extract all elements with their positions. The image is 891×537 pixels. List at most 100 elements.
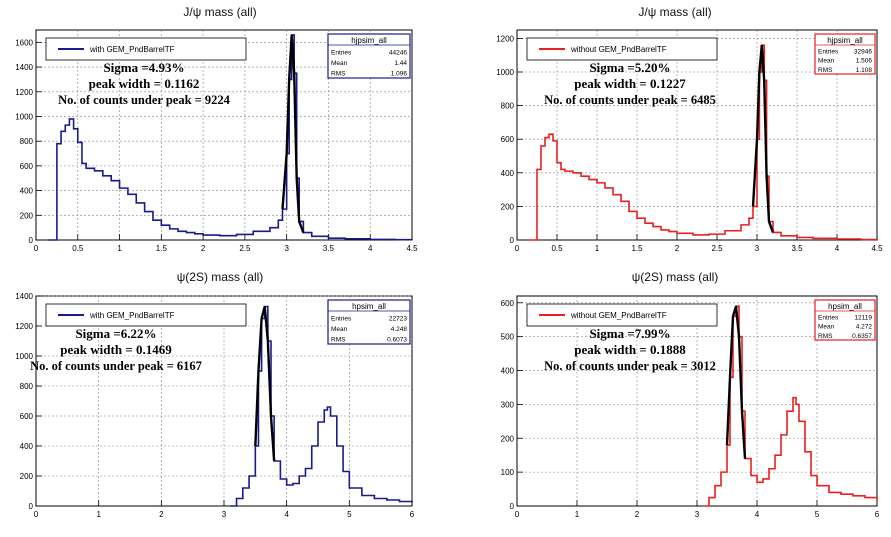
x-tick-label: 1.5 — [156, 244, 168, 253]
y-tick-label: 1200 — [15, 88, 33, 97]
y-tick-label: 1000 — [15, 352, 33, 361]
x-tick-label: 3 — [222, 510, 227, 519]
annotation-text: peak width = 0.1469 — [60, 342, 172, 357]
stats-box — [814, 33, 876, 75]
x-tick-label: 3.5 — [323, 244, 335, 253]
legend-box — [45, 303, 247, 327]
y-tick-label: 0 — [29, 502, 34, 511]
y-tick-label: 1200 — [496, 34, 514, 43]
x-tick-label: 0 — [515, 510, 520, 519]
stats-name: hjpsim_all — [351, 36, 387, 45]
x-tick-label: 2 — [201, 244, 206, 253]
y-tick-label: 1600 — [15, 38, 33, 47]
y-tick-label: 800 — [501, 102, 515, 111]
annotation-text: No. of counts under peak = 6167 — [30, 359, 202, 373]
stats-key: RMS — [331, 337, 346, 344]
x-tick-label: 2 — [159, 510, 164, 519]
stats-key: Mean — [818, 58, 835, 65]
x-tick-label: 3 — [284, 244, 289, 253]
stats-key: Entries — [818, 48, 839, 55]
stats-key: Entries — [331, 49, 352, 56]
y-tick-label: 0 — [510, 502, 515, 511]
y-tick-label: 400 — [501, 169, 515, 178]
y-tick-label: 400 — [20, 187, 34, 196]
chart-title: ψ(2S) mass (all) — [631, 270, 719, 284]
x-tick-label: 1 — [595, 244, 600, 253]
y-tick-label: 1000 — [15, 112, 33, 121]
x-tick-label: 4 — [284, 510, 289, 519]
x-tick-label: 1 — [117, 244, 122, 253]
legend-label: with GEM_PndBarrelTF — [89, 45, 175, 54]
stats-value: 1.096 — [391, 71, 408, 78]
stats-value: 1.44 — [394, 60, 407, 67]
stats-key: Mean — [331, 60, 348, 67]
y-tick-label: 600 — [20, 162, 34, 171]
x-tick-label: 0 — [515, 244, 520, 253]
x-tick-label: 6 — [410, 510, 415, 519]
stats-value: 4.272 — [856, 324, 873, 331]
stats-key: RMS — [331, 71, 346, 78]
stats-name: hpsim_all — [352, 302, 386, 311]
stats-value: 4.248 — [391, 326, 408, 333]
legend-box — [45, 37, 247, 61]
chart-panel: ψ(2S) mass (all) 0 1 2 3 4 5 6 0 100 200 300 400 500… — [445, 266, 891, 532]
stats-value: 0.6357 — [852, 333, 872, 340]
y-tick-label: 1200 — [15, 322, 33, 331]
y-tick-label: 1400 — [15, 292, 33, 301]
chart-panel: J/ψ mass (all) 0 0.5 1 1.5 2 2.5 3 3.5 4 4.5 0 200 4… — [0, 0, 445, 266]
stats-key: Entries — [818, 314, 839, 321]
y-tick-label: 400 — [501, 367, 515, 376]
x-tick-label: 3.5 — [791, 244, 803, 253]
x-tick-label: 3 — [755, 244, 760, 253]
annotation-text: No. of counts under peak = 9224 — [58, 93, 231, 107]
y-tick-label: 1000 — [496, 68, 514, 77]
x-tick-label: 0 — [34, 244, 39, 253]
x-tick-label: 1.5 — [631, 244, 643, 253]
stats-value: 12119 — [854, 314, 872, 321]
x-tick-label: 2.5 — [711, 244, 723, 253]
legend-label: without GEM_PndBarrelTF — [570, 311, 667, 320]
y-tick-label: 100 — [501, 468, 515, 477]
stats-key: Entries — [331, 315, 352, 322]
y-tick-label: 1400 — [15, 63, 33, 72]
stats-key: RMS — [818, 333, 833, 340]
stats-value: 22723 — [389, 315, 407, 322]
x-tick-label: 3 — [695, 510, 700, 519]
legend-label: without GEM_PndBarrelTF — [570, 45, 667, 54]
y-tick-label: 200 — [20, 211, 34, 220]
y-tick-label: 300 — [501, 400, 515, 409]
legend-label: with GEM_PndBarrelTF — [89, 311, 175, 320]
y-tick-label: 600 — [501, 135, 515, 144]
x-tick-label: 5 — [347, 510, 352, 519]
y-tick-label: 200 — [501, 434, 515, 443]
stats-box — [327, 33, 411, 79]
stats-value: 1.506 — [856, 58, 873, 65]
stats-value: 0.6073 — [387, 337, 407, 344]
x-tick-label: 0.5 — [72, 244, 84, 253]
legend-box — [526, 37, 718, 61]
annotation-text: Sigma =7.99% — [589, 326, 670, 341]
chart-panel: J/ψ mass (all) 0 0.5 1 1.5 2 2.5 3 3.5 4 4.5 0 200 4… — [445, 0, 891, 266]
x-tick-label: 1 — [96, 510, 101, 519]
annotation-text: peak width = 0.1162 — [89, 76, 200, 91]
stats-box — [327, 299, 411, 345]
stats-value: 1.108 — [856, 67, 873, 74]
histogram-chart: 0 1 2 3 4 5 6 0 100 200 300 400 500 600 without GEM_Pn… — [501, 295, 880, 519]
y-tick-label: 400 — [20, 442, 34, 451]
x-tick-label: 4 — [368, 244, 373, 253]
y-tick-label: 800 — [20, 382, 34, 391]
stats-name: hjpsim_all — [827, 36, 863, 45]
stats-box — [814, 299, 876, 341]
legend-box — [526, 303, 718, 327]
peak-fit-line — [751, 45, 775, 233]
annotation-text: peak width = 0.1227 — [574, 76, 686, 91]
peak-fit-line — [254, 306, 276, 462]
annotation-text: Sigma =6.22% — [75, 326, 156, 341]
y-tick-label: 0 — [29, 236, 34, 245]
chart-title: J/ψ mass (all) — [183, 5, 257, 19]
x-tick-label: 2 — [635, 510, 640, 519]
annotation-text: No. of counts under peak = 3012 — [544, 359, 716, 373]
stats-key: RMS — [818, 67, 833, 74]
x-tick-label: 4 — [835, 244, 840, 253]
x-tick-label: 2 — [675, 244, 680, 253]
